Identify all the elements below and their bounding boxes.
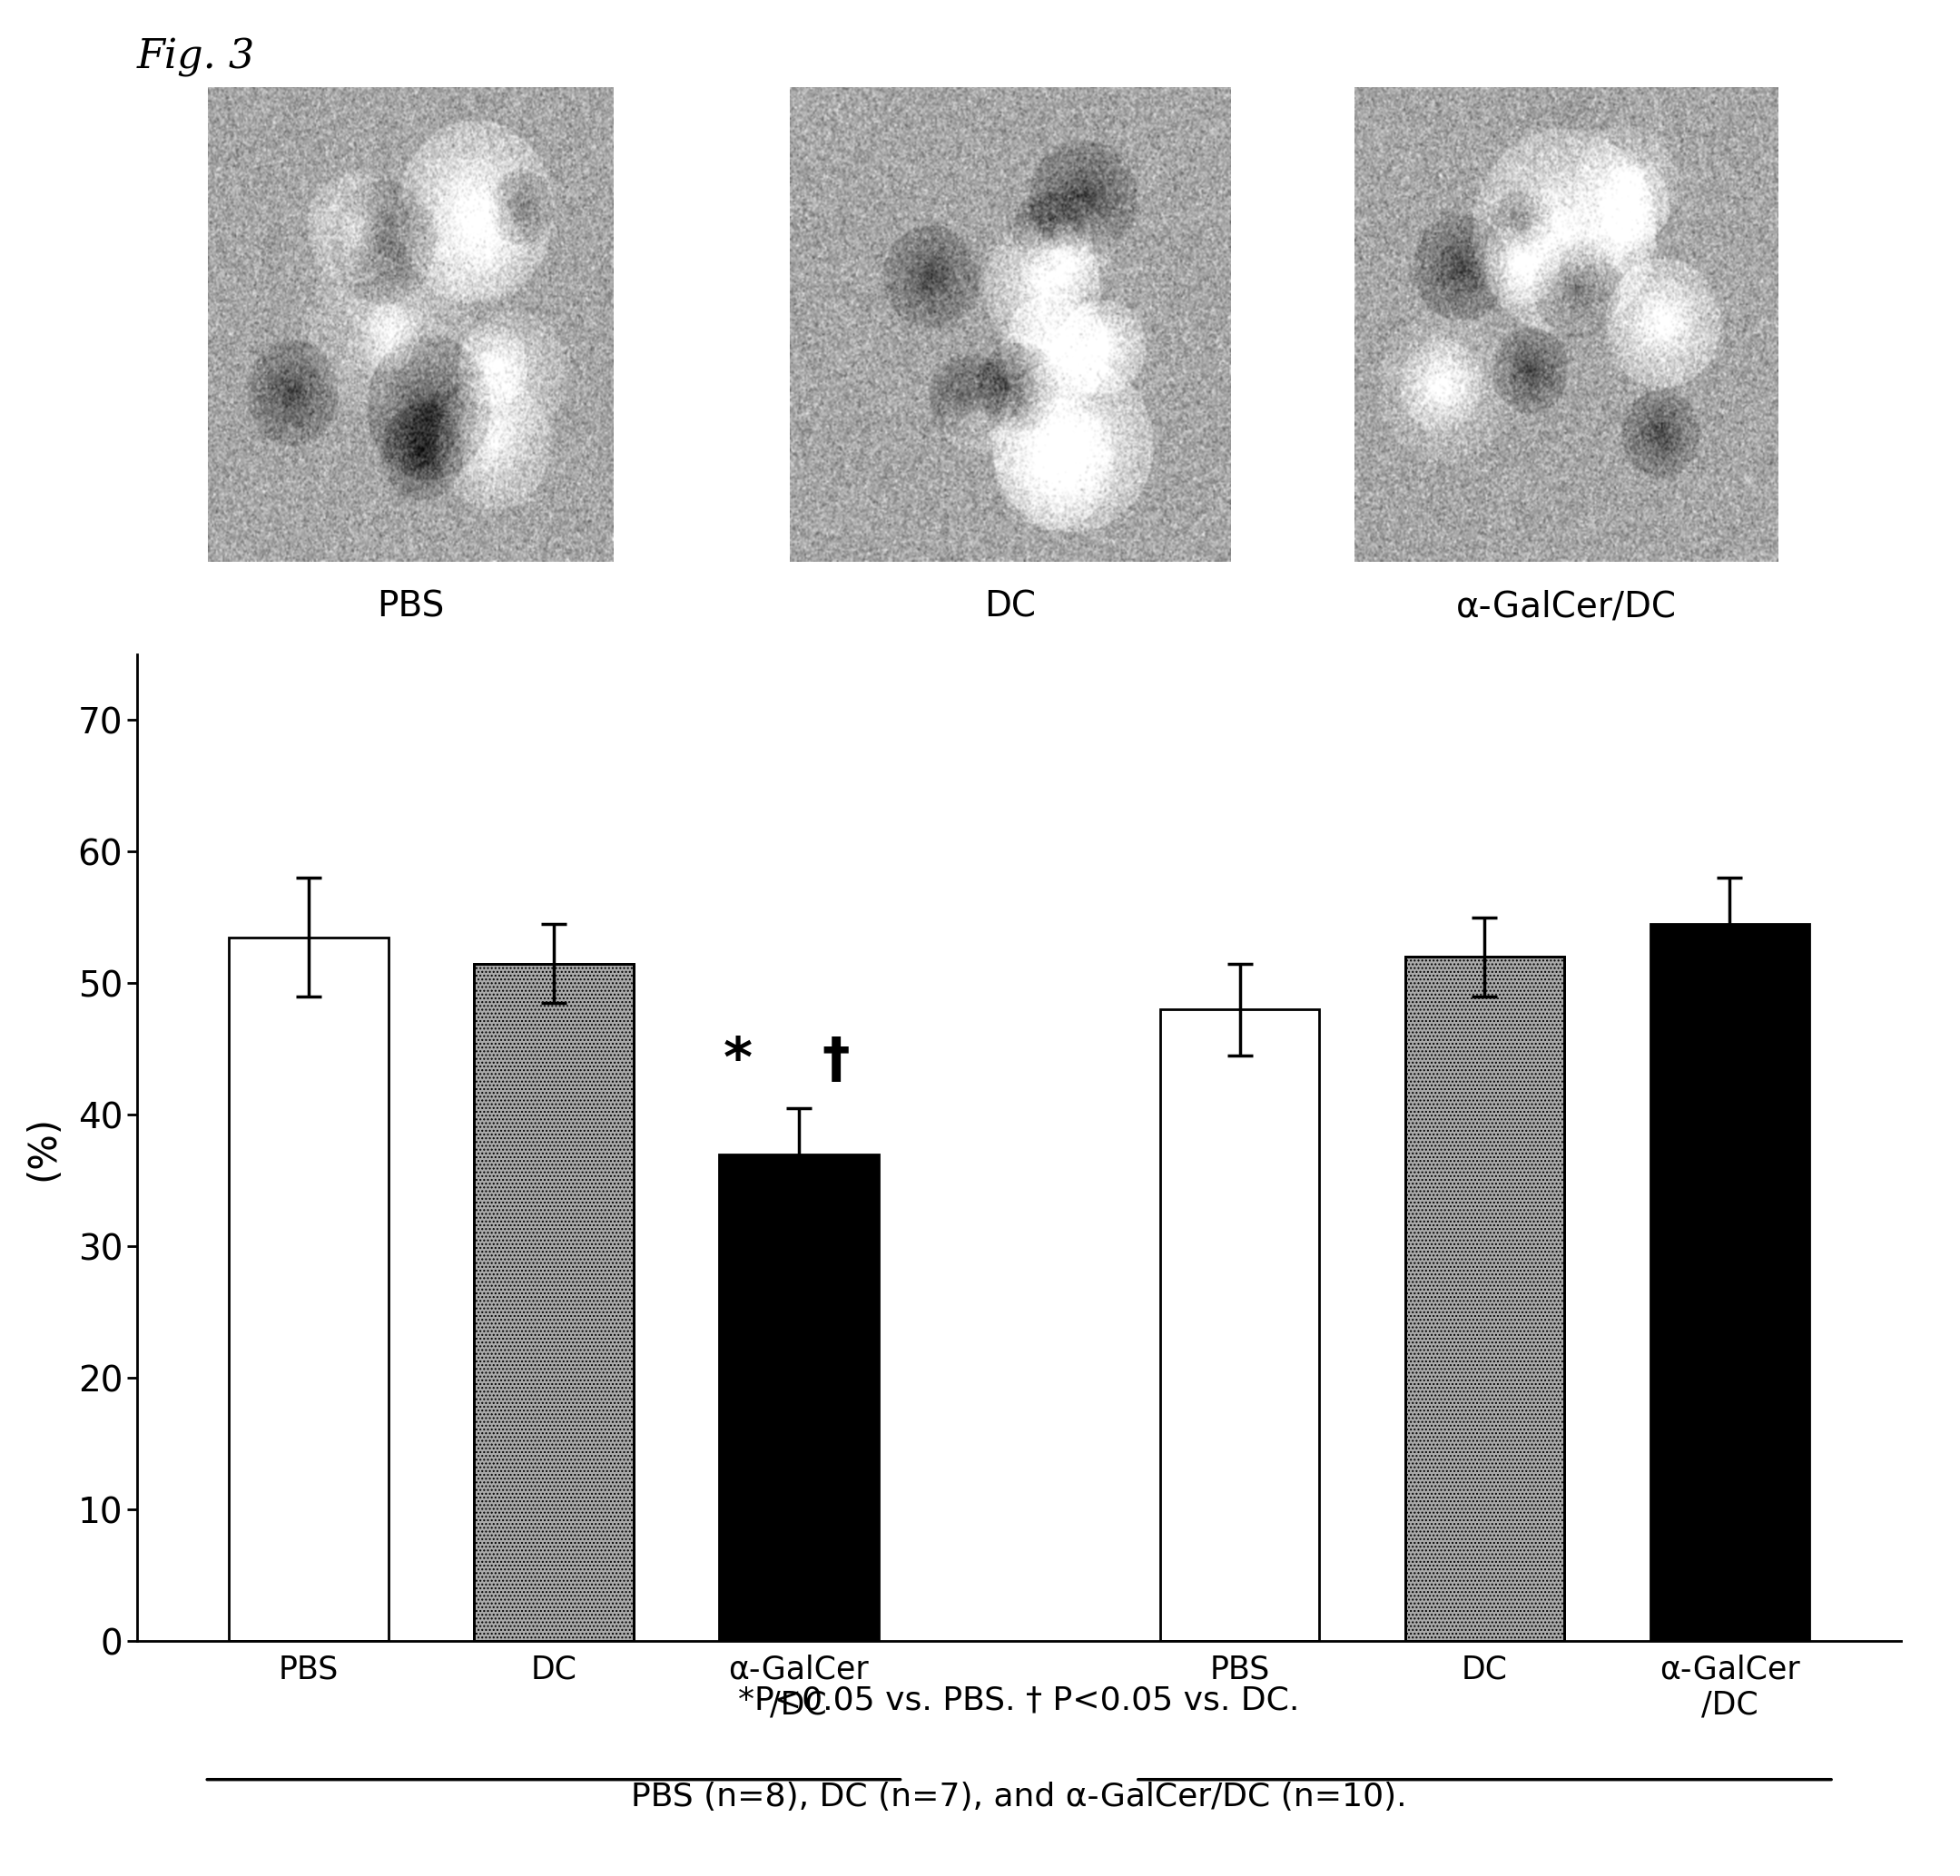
Text: α-GalCer/DC: α-GalCer/DC xyxy=(1456,589,1676,623)
Text: PBS (n=8), DC (n=7), and α-GalCer/DC (n=10).: PBS (n=8), DC (n=7), and α-GalCer/DC (n=… xyxy=(631,1782,1407,1812)
Text: PBS: PBS xyxy=(376,589,445,623)
Bar xyxy=(1405,957,1564,1642)
Text: DC: DC xyxy=(984,589,1037,623)
Y-axis label: (%): (%) xyxy=(24,1114,63,1180)
Bar xyxy=(474,964,633,1642)
Bar xyxy=(229,938,388,1642)
Text: *: * xyxy=(723,1036,753,1088)
Bar xyxy=(1650,925,1809,1642)
Text: *P<0.05 vs. PBS. † P<0.05 vs. DC.: *P<0.05 vs. PBS. † P<0.05 vs. DC. xyxy=(739,1685,1299,1715)
Bar xyxy=(474,964,633,1642)
Bar xyxy=(719,1154,878,1642)
Text: Fig. 3: Fig. 3 xyxy=(137,38,255,77)
Text: †: † xyxy=(821,1036,849,1088)
Bar xyxy=(1405,957,1564,1642)
Bar xyxy=(1160,1009,1319,1642)
